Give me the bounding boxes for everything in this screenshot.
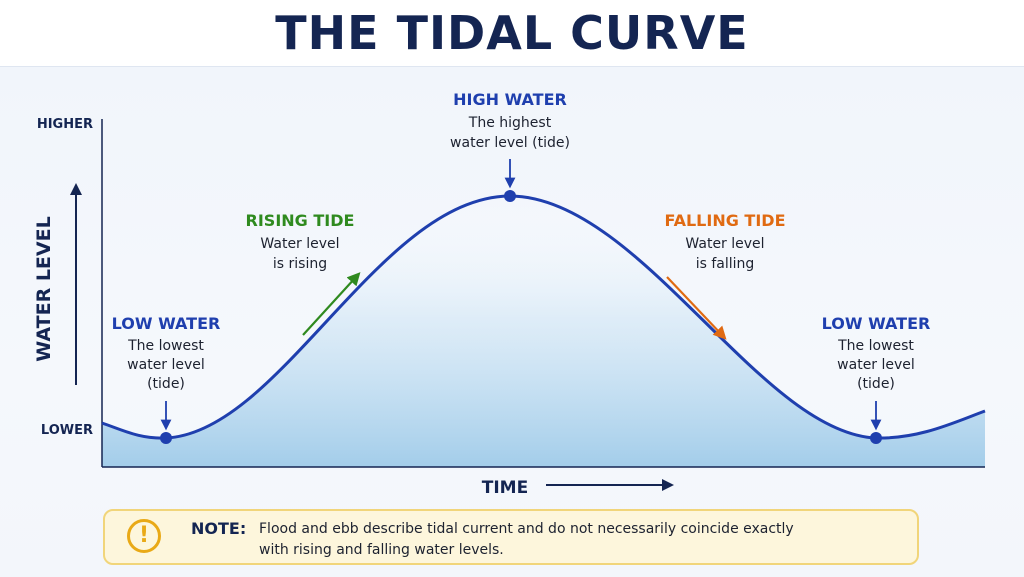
low-water-left-line1: The lowest (127, 338, 204, 354)
low-water-right-heading: LOW WATER (822, 314, 931, 333)
low-water-left-line3: (tide) (147, 376, 185, 392)
falling-tide-heading: FALLING TIDE (665, 211, 786, 230)
exclamation-icon: ! (127, 519, 161, 553)
low-water-right-line1: The lowest (837, 338, 914, 354)
low-water-point-left (160, 432, 172, 444)
diagram-panel: WATER LEVEL HIGHER LOWER TIME LOW WATER … (0, 66, 1024, 577)
note-box: ! NOTE: Flood and ebb describe tidal cur… (103, 509, 919, 565)
rising-tide-line2: is rising (273, 256, 327, 272)
high-water-line2: water level (tide) (450, 135, 570, 151)
low-water-point-right (870, 432, 882, 444)
high-water-heading: HIGH WATER (453, 90, 567, 109)
falling-arrow (666, 276, 727, 340)
y-high-label: HIGHER (37, 117, 93, 132)
water-fill (102, 196, 985, 467)
low-water-left-line2: water level (127, 357, 205, 373)
falling-tide-line1: Water level (685, 236, 764, 252)
note-line2: with rising and falling water levels. (259, 542, 504, 558)
note-text: Flood and ebb describe tidal current and… (259, 519, 859, 561)
tidal-curve-diagram: WATER LEVEL HIGHER LOWER TIME LOW WATER … (33, 90, 986, 498)
low-water-right-line3: (tide) (857, 376, 895, 392)
rising-tide-line1: Water level (260, 236, 339, 252)
page-title: THE TIDAL CURVE (275, 6, 749, 60)
y-axis-label: WATER LEVEL (33, 216, 55, 361)
falling-tide-line2: is falling (696, 256, 755, 272)
rising-tide-heading: RISING TIDE (246, 211, 355, 230)
rising-arrow (302, 272, 361, 336)
low-water-right-line2: water level (837, 357, 915, 373)
high-water-point (504, 190, 516, 202)
x-axis-label: TIME (482, 478, 528, 498)
note-line1: Flood and ebb describe tidal current and… (259, 521, 794, 537)
note-label: NOTE: (191, 519, 247, 538)
high-water-line1: The highest (468, 115, 552, 131)
low-water-left-heading: LOW WATER (112, 314, 221, 333)
y-low-label: LOWER (41, 423, 93, 438)
